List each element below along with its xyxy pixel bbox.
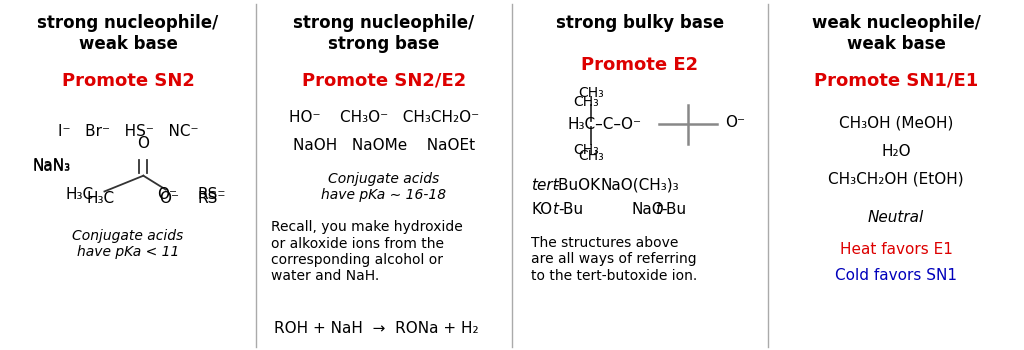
Text: strong nucleophile/
weak base: strong nucleophile/ weak base xyxy=(37,14,219,53)
Text: NaN₃: NaN₃ xyxy=(33,159,71,174)
Text: KO: KO xyxy=(531,202,553,217)
Text: O⁻: O⁻ xyxy=(725,115,745,130)
Text: RS⁻: RS⁻ xyxy=(198,187,226,202)
Text: Promote SN2: Promote SN2 xyxy=(61,72,195,90)
Text: I⁻   Br⁻   HS⁻   NC⁻: I⁻ Br⁻ HS⁻ NC⁻ xyxy=(57,124,199,139)
Text: H₃C–C–O⁻: H₃C–C–O⁻ xyxy=(567,117,641,132)
Text: CH₃: CH₃ xyxy=(572,94,599,108)
Text: CH₃OH (MeOH): CH₃OH (MeOH) xyxy=(839,116,953,131)
Text: NaO: NaO xyxy=(632,202,665,217)
Text: -Bu: -Bu xyxy=(558,202,584,217)
Text: HO⁻    CH₃O⁻   CH₃CH₂O⁻: HO⁻ CH₃O⁻ CH₃CH₂O⁻ xyxy=(289,110,479,125)
Text: strong nucleophile/
strong base: strong nucleophile/ strong base xyxy=(293,14,475,53)
Text: O⁻: O⁻ xyxy=(157,187,177,202)
Text: Cold favors SN1: Cold favors SN1 xyxy=(835,268,957,283)
Text: CH₃CH₂OH (EtOH): CH₃CH₂OH (EtOH) xyxy=(828,172,964,187)
Text: O⁻: O⁻ xyxy=(159,191,179,206)
Text: H₂O: H₂O xyxy=(882,144,910,159)
Text: CH₃: CH₃ xyxy=(578,86,604,100)
Text: strong bulky base: strong bulky base xyxy=(556,14,724,32)
Text: H₃C: H₃C xyxy=(86,191,115,206)
Text: CH₃: CH₃ xyxy=(572,144,599,158)
Text: ROH + NaH  →  RONa + H₂: ROH + NaH → RONa + H₂ xyxy=(274,321,479,336)
Text: NaO(CH₃)₃: NaO(CH₃)₃ xyxy=(601,178,679,193)
Text: H₃C: H₃C xyxy=(66,187,94,202)
Text: The structures above
are all ways of referring
to the tert-butoxide ion.: The structures above are all ways of ref… xyxy=(531,236,697,283)
Text: Promote SN1/E1: Promote SN1/E1 xyxy=(814,72,978,90)
Text: -Bu: -Bu xyxy=(662,202,687,217)
Text: t: t xyxy=(655,202,662,217)
Text: Conjugate acids
have pKa < 11: Conjugate acids have pKa < 11 xyxy=(73,229,183,259)
Text: RS⁻: RS⁻ xyxy=(198,191,226,206)
Text: t: t xyxy=(552,202,558,217)
Text: NaN₃: NaN₃ xyxy=(33,158,71,173)
Text: Neutral: Neutral xyxy=(868,210,924,225)
Text: NaOH   NaOMe    NaOEt: NaOH NaOMe NaOEt xyxy=(293,138,475,153)
Text: Promote SN2/E2: Promote SN2/E2 xyxy=(302,72,466,90)
Text: tert: tert xyxy=(531,178,559,193)
Text: O: O xyxy=(137,136,150,151)
Text: Conjugate acids
have pKa ∼ 16-18: Conjugate acids have pKa ∼ 16-18 xyxy=(322,172,446,202)
Text: Heat favors E1: Heat favors E1 xyxy=(840,242,952,257)
Text: Promote E2: Promote E2 xyxy=(582,56,698,74)
Text: CH₃: CH₃ xyxy=(578,149,604,163)
Text: weak nucleophile/
weak base: weak nucleophile/ weak base xyxy=(812,14,980,53)
Text: -BuOK: -BuOK xyxy=(553,178,600,193)
Text: Recall, you make hydroxide
or alkoxide ions from the
corresponding alcohol or
wa: Recall, you make hydroxide or alkoxide i… xyxy=(271,220,463,283)
